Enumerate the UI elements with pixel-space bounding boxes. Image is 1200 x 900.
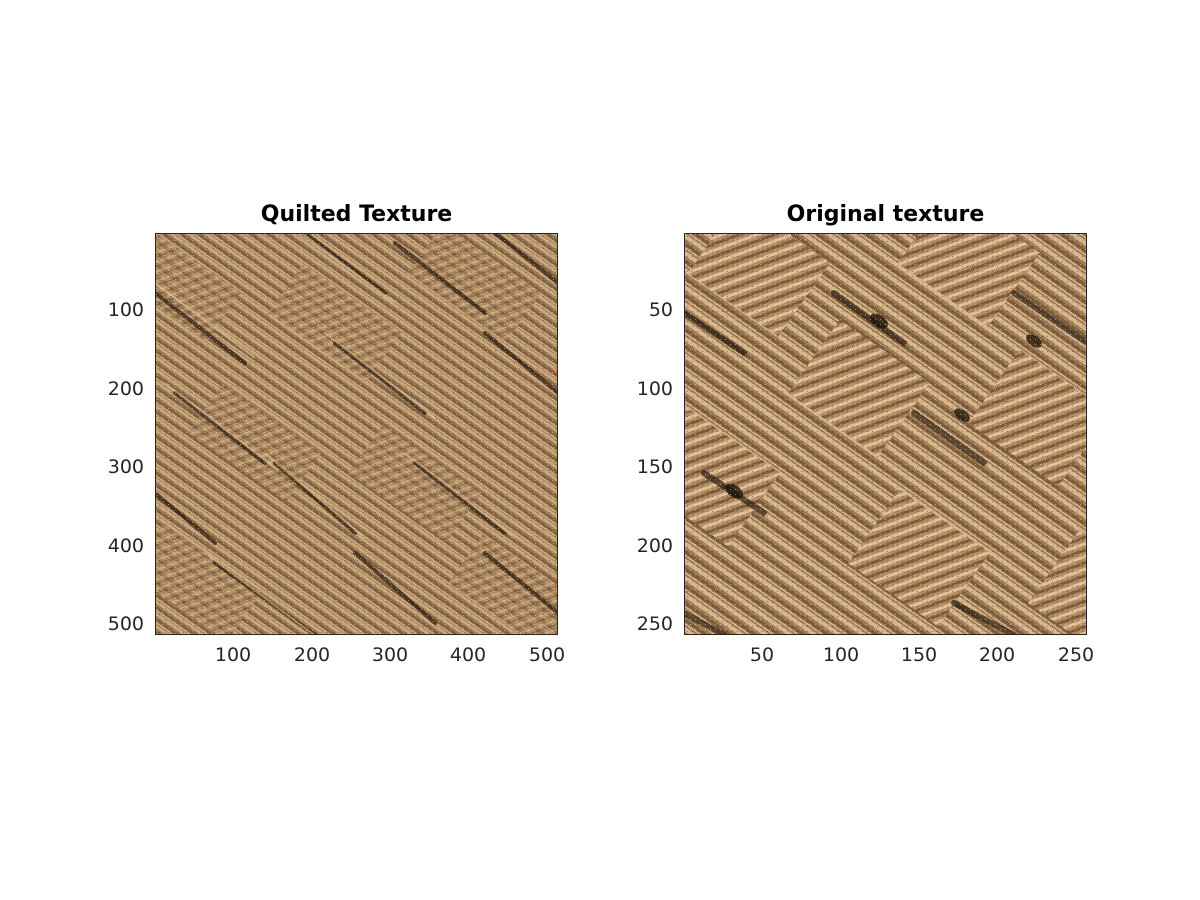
xtick-label: 100 [822, 644, 860, 666]
xtick-label: 250 [1057, 644, 1095, 666]
panel-title: Quilted Texture [260, 202, 453, 227]
ytick-label: 50 [648, 299, 673, 321]
xtick-label: 300 [371, 644, 409, 666]
original-texture-image [684, 233, 1087, 635]
xtick-label: 150 [900, 644, 938, 666]
ytick-label: 200 [107, 378, 144, 400]
xtick-label: 200 [293, 644, 331, 666]
panel-title: Original texture [786, 202, 985, 227]
xtick-label: 50 [749, 644, 775, 666]
ytick-label: 100 [107, 299, 144, 321]
xtick-label: 100 [214, 644, 252, 666]
ytick-label: 300 [107, 456, 144, 478]
quilted-rope-weave-texture-icon [155, 233, 558, 635]
quilted-texture-panel: Quilted Texture [108, 202, 565, 665]
ytick-label: 250 [636, 613, 673, 635]
rope-weave-texture-icon [684, 233, 1087, 635]
ytick-label: 200 [636, 535, 673, 557]
xtick-label: 400 [449, 644, 487, 666]
ytick-label: 500 [107, 613, 144, 635]
ytick-label: 100 [636, 378, 673, 400]
quilted-texture-image [155, 233, 558, 635]
original-texture-panel: Original texture [637, 202, 1094, 665]
ytick-label: 400 [107, 535, 144, 557]
xtick-label: 200 [978, 644, 1016, 666]
xtick-label: 500 [528, 644, 566, 666]
ytick-label: 150 [636, 456, 673, 478]
